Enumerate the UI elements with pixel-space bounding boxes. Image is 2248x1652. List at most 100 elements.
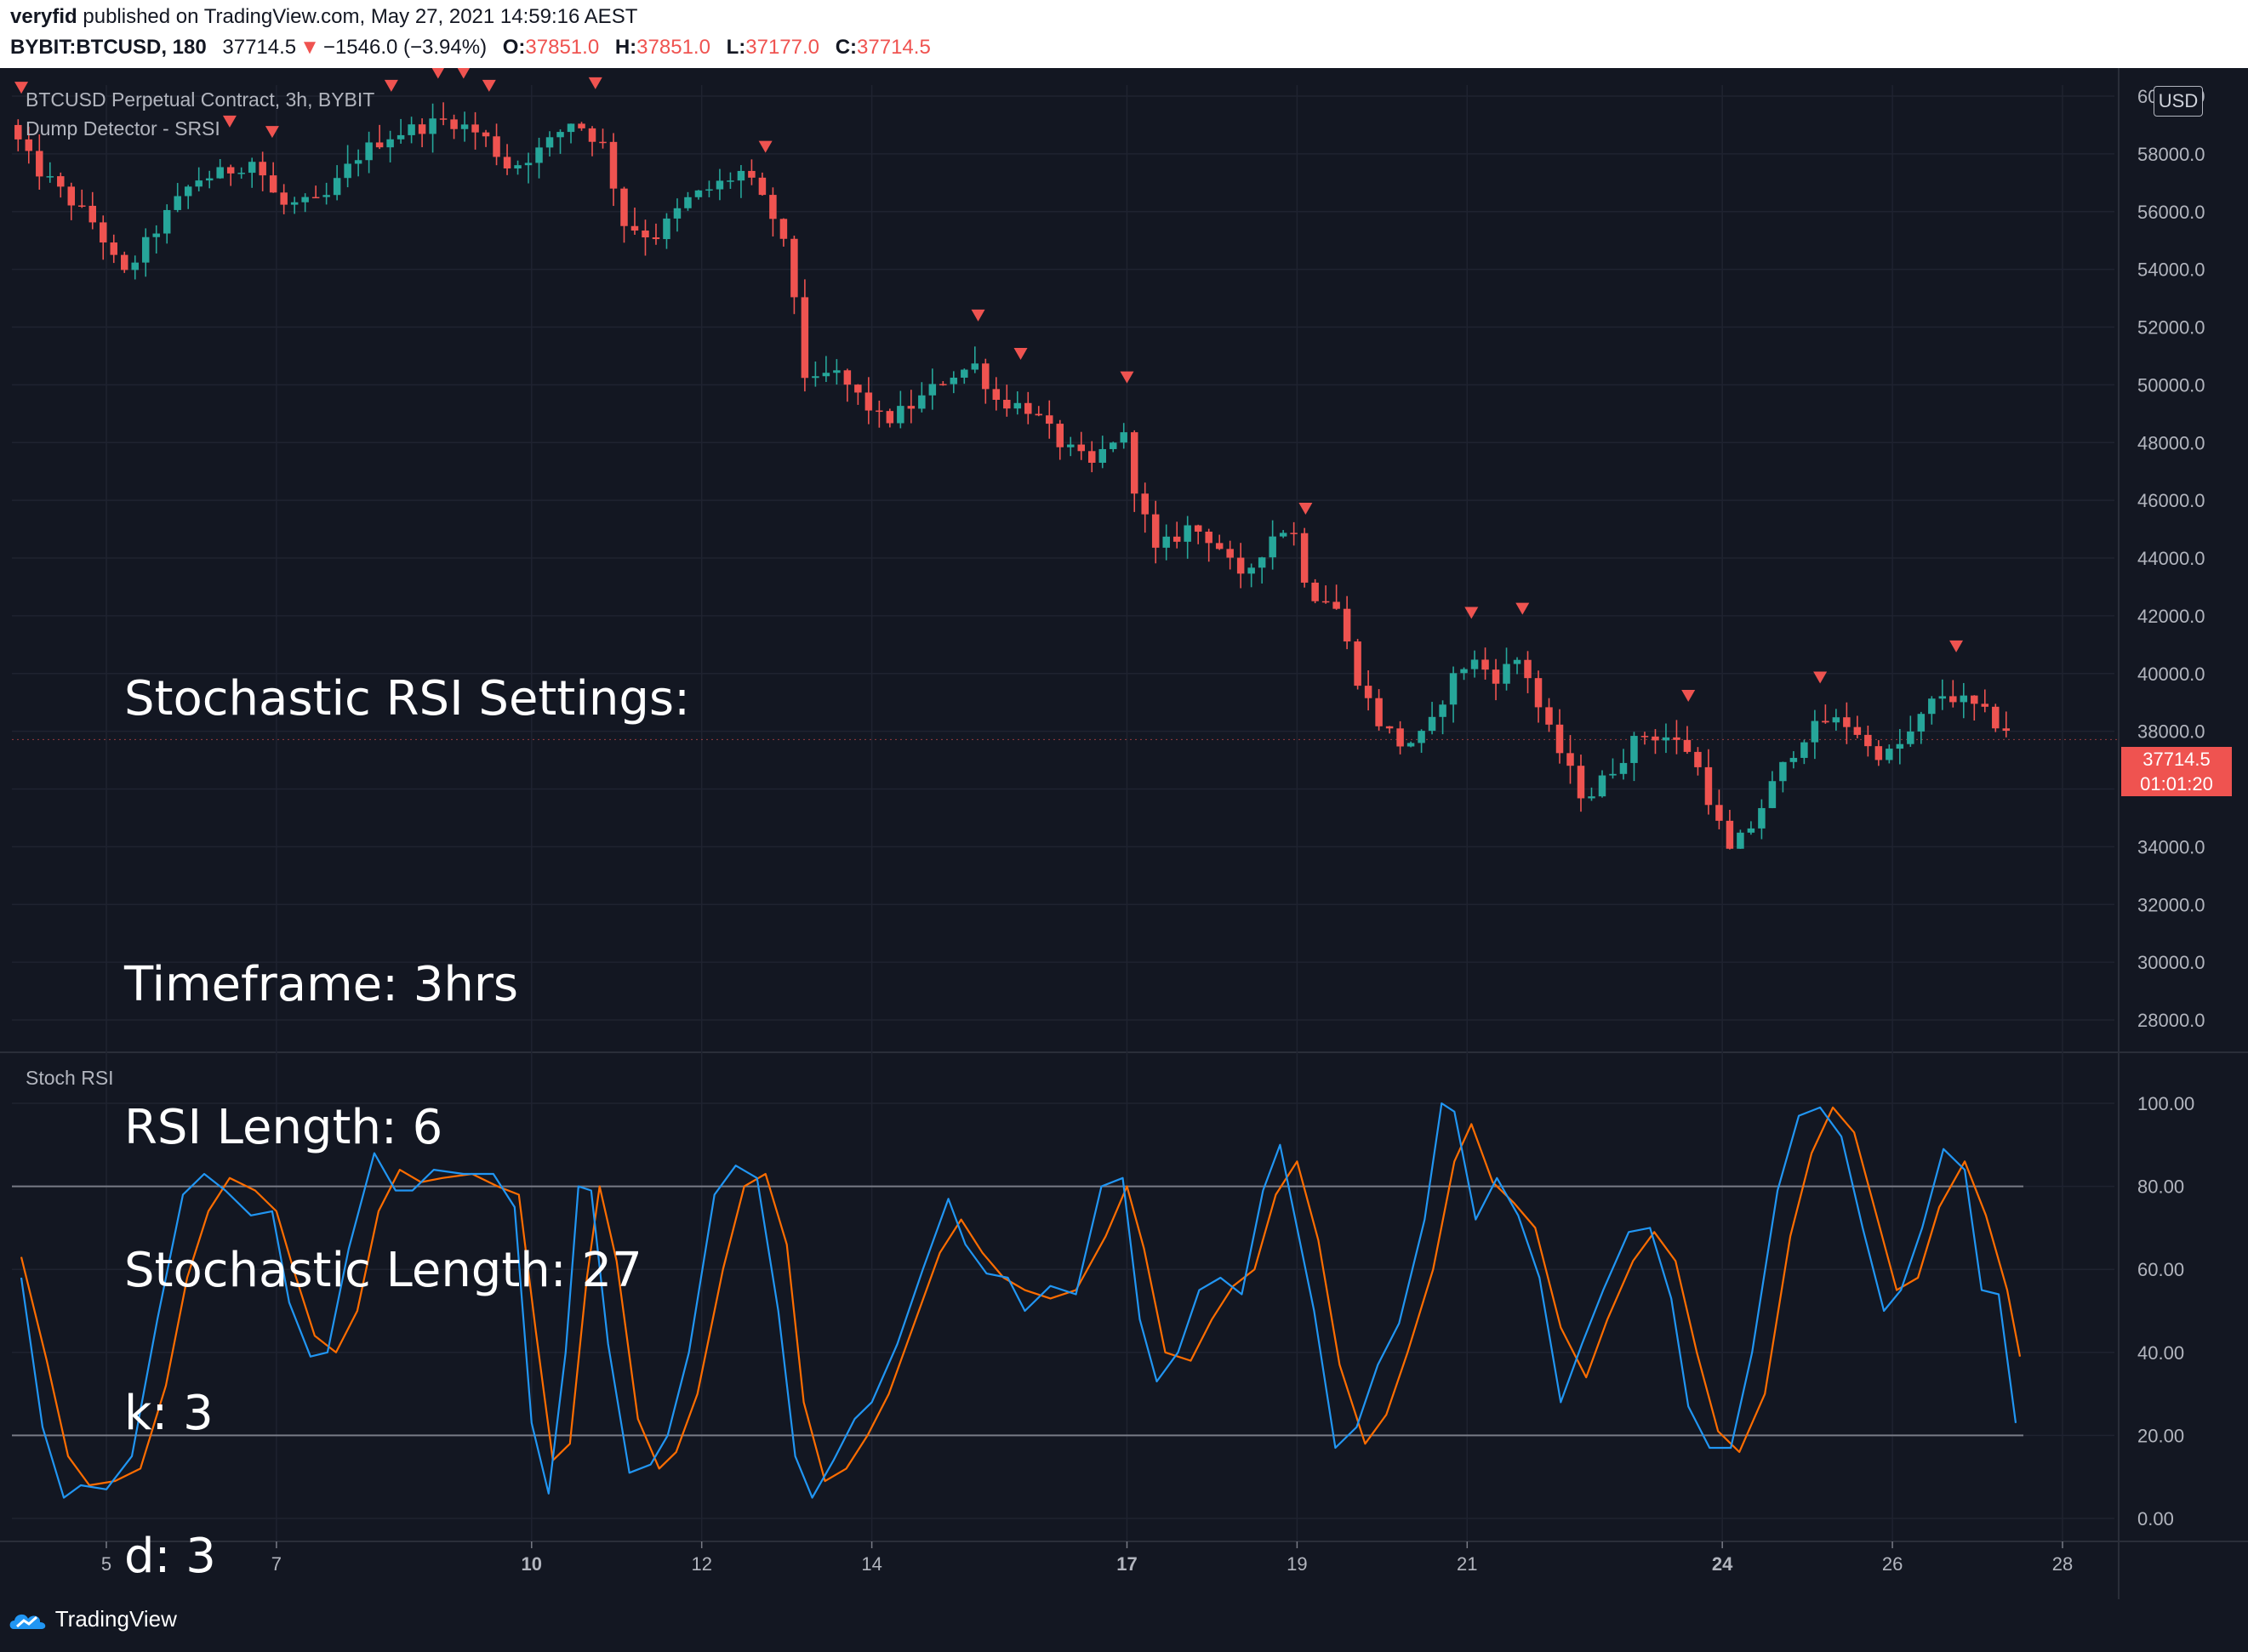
settings-line [124, 818, 690, 866]
candle-body [1258, 557, 1266, 568]
candle-body [1087, 451, 1096, 463]
candle-body [57, 176, 65, 187]
candle-body [673, 208, 682, 219]
candle-body [46, 176, 54, 178]
settings-line: d: 3 [124, 1529, 216, 1584]
candle-body [131, 262, 139, 271]
candle-body [642, 231, 649, 238]
publisher-name[interactable]: veryfid [10, 5, 77, 28]
sell-signal-marker [482, 79, 496, 92]
time-tick-label: 19 [1287, 1553, 1307, 1575]
sell-signal-marker [1013, 348, 1028, 361]
settings-line: Timeframe: 3hrs [124, 957, 519, 1012]
time-tick-label: 26 [1882, 1553, 1903, 1575]
candle-body [1162, 536, 1170, 548]
chart-title[interactable]: BTCUSD Perpetual Contract, 3h, BYBIT [26, 88, 375, 111]
settings-line: Stochastic Length: 27 [124, 1243, 642, 1298]
candle-body [1598, 775, 1606, 797]
candle-body [1886, 749, 1893, 760]
candle-body [1747, 828, 1755, 833]
candle-body [2002, 728, 2011, 731]
candle-body [195, 180, 203, 187]
candle-body [1321, 601, 1330, 603]
candle-body [1652, 736, 1659, 741]
candle-body [269, 175, 277, 193]
stoch-tick-label: 100.00 [2137, 1093, 2194, 1114]
candle-body [333, 178, 341, 196]
candle-body [556, 132, 564, 138]
candle-body [1470, 659, 1479, 669]
candle-body [1130, 432, 1138, 494]
price-tick-label: 40000.0 [2137, 664, 2205, 685]
chart-area[interactable] [0, 68, 2248, 1599]
sell-signal-marker [1813, 671, 1828, 684]
indicator-name[interactable]: Dump Detector - SRSI [26, 117, 220, 140]
stoch-tick-label: 0.00 [2137, 1508, 2174, 1530]
candle-body [88, 205, 97, 223]
time-tick-label: 21 [1457, 1553, 1477, 1575]
stoch-rsi-pane [12, 1102, 2023, 1499]
candle-body [1811, 721, 1819, 743]
candle-body [620, 188, 628, 226]
candle-body [1046, 415, 1053, 424]
close-label: C: [835, 36, 858, 59]
candle-body [1758, 807, 1766, 829]
candle-body [1151, 514, 1160, 548]
candle-body [950, 377, 958, 385]
candle-body [1843, 717, 1851, 727]
price-scale[interactable]: 28000.030000.032000.034000.036000.038000… [2137, 68, 2205, 1530]
quote-line: BYBIT:BTCUSD, 180 37714.5 ▼ −1546.0 (−3.94… [10, 36, 941, 60]
candle-body [397, 134, 405, 140]
candle-body [779, 219, 788, 239]
candle-body [1194, 525, 1202, 532]
candle-body [1800, 742, 1808, 758]
candle-body [1300, 533, 1309, 583]
candle-body [1832, 717, 1840, 723]
candle-body [1406, 743, 1415, 747]
candle-body [152, 233, 160, 237]
sell-signal-marker [1681, 690, 1696, 703]
candle-body [386, 139, 394, 148]
candle-body [812, 376, 819, 379]
candle-body [1555, 724, 1564, 754]
candle-body [1332, 601, 1340, 609]
high-label: H: [614, 36, 637, 59]
low-label: L: [726, 36, 746, 59]
time-scale[interactable]: 5 7 10 12 14 17 19 21 24 26 28 [101, 1541, 2073, 1575]
sell-signal-marker [1515, 602, 1530, 615]
candle-body [184, 186, 192, 197]
stoch-rsi-label[interactable]: Stoch RSI [26, 1067, 114, 1089]
candle-body [408, 124, 415, 135]
sell-signal-marker [971, 309, 985, 322]
candle-body [1172, 536, 1181, 542]
chart-canvas[interactable]: 28000.030000.032000.034000.036000.038000… [0, 68, 2248, 1599]
candle-body [503, 157, 511, 169]
candle-body [1013, 402, 1022, 409]
candle-body [1715, 805, 1723, 821]
candle-body [599, 141, 607, 144]
candle-body [854, 385, 862, 393]
candle-body [471, 124, 479, 133]
tradingview-logo[interactable]: TradingView [9, 1606, 177, 1632]
settings-line: k: 3 [124, 1386, 214, 1441]
sell-signal-marker [1120, 371, 1134, 384]
publish-line: veryfid published on TradingView.com, Ma… [10, 5, 637, 29]
candle-body [482, 132, 490, 137]
candle-body [1960, 695, 1968, 703]
candle-body [460, 124, 469, 129]
candlestick-series [14, 102, 2011, 850]
time-tick-label: 14 [861, 1553, 882, 1575]
candle-body [737, 170, 745, 181]
candle-body [727, 180, 734, 182]
candle-body [14, 124, 22, 140]
candle-body [1737, 832, 1744, 849]
symbol-label[interactable]: BYBIT:BTCUSD, 180 [10, 36, 207, 59]
candle-body [1619, 762, 1628, 774]
currency-button[interactable]: USD [2154, 86, 2203, 117]
candle-body [1662, 737, 1670, 741]
candle-body [1460, 669, 1468, 674]
candle-body [918, 395, 926, 409]
candle-body [1279, 533, 1287, 537]
candle-body [1481, 659, 1489, 670]
price-change: −1546.0 (−3.94%) [322, 36, 488, 59]
